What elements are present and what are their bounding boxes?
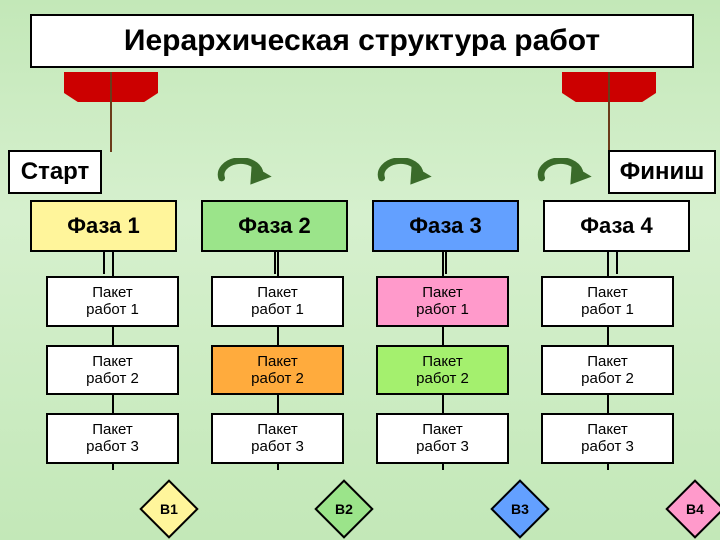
flag-icon [608, 72, 610, 152]
phase-column: Пакетработ 1 Пакетработ 2 Пакетработ 3 [541, 276, 674, 464]
flags-decoration [110, 72, 610, 152]
milestone-marker: В2 [314, 479, 373, 538]
work-package: Пакетработ 2 [541, 345, 674, 396]
flag-icon [110, 72, 112, 152]
phase-column: Пакетработ 1 Пакетработ 2 Пакетработ 3 [46, 276, 179, 464]
work-package-grid: Пакетработ 1Пакетработ 2Пакетработ 3Паке… [46, 276, 674, 464]
phase-box: Фаза 3 [372, 200, 519, 252]
page-title: Иерархическая структура работ [124, 24, 600, 58]
phase-box: Фаза 1 [30, 200, 177, 252]
milestone-marker: В4 [665, 479, 720, 538]
milestone-marker: В1 [139, 479, 198, 538]
work-package: Пакетработ 1 [376, 276, 509, 327]
work-package: Пакетработ 3 [541, 413, 674, 464]
work-package: Пакетработ 3 [376, 413, 509, 464]
start-label: Старт [8, 150, 102, 194]
milestone-marker: В3 [490, 479, 549, 538]
phase-row: Фаза 1 Фаза 2 Фаза 3 Фаза 4 [30, 200, 690, 252]
phase-box: Фаза 2 [201, 200, 348, 252]
work-package: Пакетработ 1 [46, 276, 179, 327]
work-package: Пакетработ 1 [211, 276, 344, 327]
finish-label: Финиш [608, 150, 716, 194]
slide: Иерархическая структура работ Старт Фини… [0, 0, 720, 540]
milestone-row: В1В2В3В4 [46, 488, 716, 530]
phase-column: Пакетработ 1 Пакетработ 2 Пакетработ 3 [211, 276, 344, 464]
title-box: Иерархическая структура работ [30, 14, 694, 68]
phase-box: Фаза 4 [543, 200, 690, 252]
arrow-icon [210, 158, 280, 198]
work-package: Пакетработ 2 [376, 345, 509, 396]
work-package: Пакетработ 3 [211, 413, 344, 464]
work-package: Пакетработ 3 [46, 413, 179, 464]
arrow-icon [530, 158, 600, 198]
arrow-icon [370, 158, 440, 198]
work-package: Пакетработ 2 [211, 345, 344, 396]
phase-column: Пакетработ 1 Пакетработ 2 Пакетработ 3 [376, 276, 509, 464]
work-package: Пакетработ 2 [46, 345, 179, 396]
work-package: Пакетработ 1 [541, 276, 674, 327]
